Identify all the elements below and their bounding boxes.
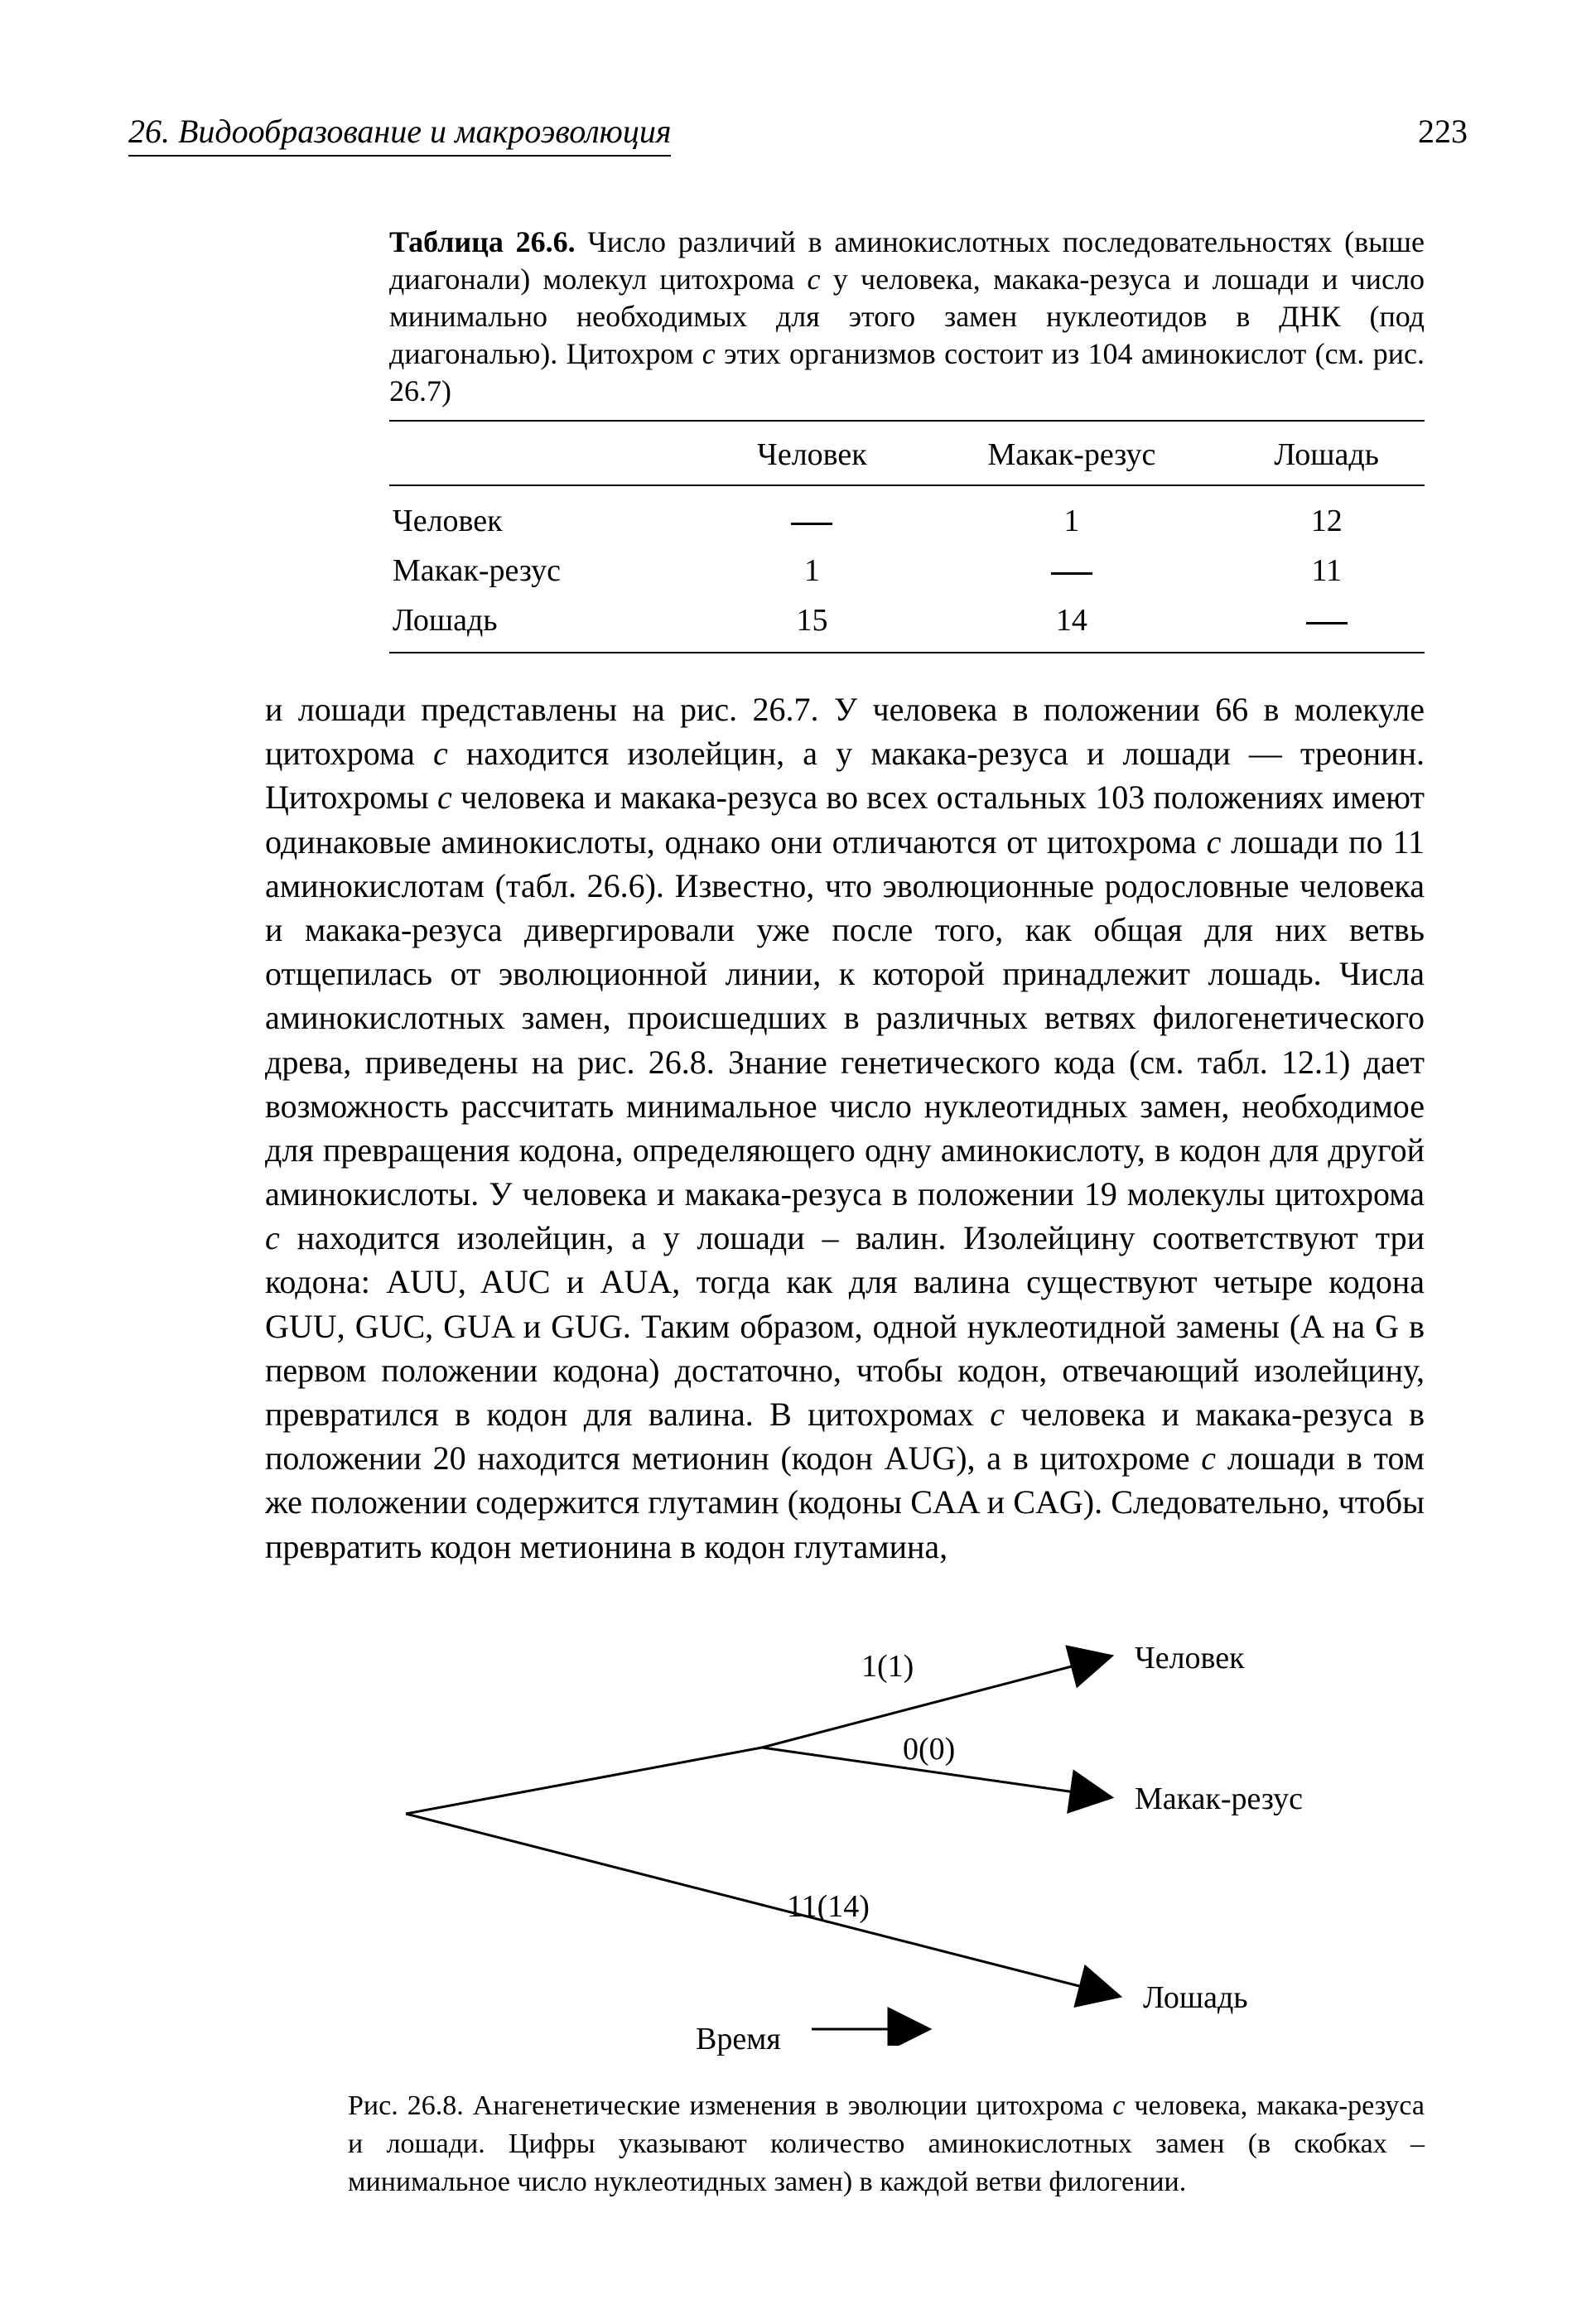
figure-caption: Рис. 26.8. Анагенетические изменения в э… <box>348 2087 1425 2201</box>
table-block: Таблица 26.6. Число различий в аминокисл… <box>389 224 1425 653</box>
col-macaque: Макак-резус <box>914 421 1228 485</box>
dash-icon <box>1306 622 1348 624</box>
cell: 11 <box>1228 546 1425 595</box>
row-horse-label: Лошадь <box>389 595 710 653</box>
figcap-a: Рис. 26.8. Анагенетические изменения в э… <box>348 2090 1112 2121</box>
tip-macaque: Макак-резус <box>1135 1781 1303 1817</box>
col-horse: Лошадь <box>1228 421 1425 485</box>
tip-horse: Лошадь <box>1143 1979 1248 2016</box>
table-caption: Таблица 26.6. Число различий в аминокисл… <box>389 224 1425 410</box>
table-row: Макак-резус 1 11 <box>389 546 1425 595</box>
row-human-label: Человек <box>389 485 710 546</box>
page-number: 223 <box>1418 112 1468 151</box>
cell: 12 <box>1228 485 1425 546</box>
cytochrome-c-1: с <box>807 263 820 296</box>
cell <box>710 485 915 546</box>
body-c6: с <box>1201 1439 1216 1477</box>
dash-icon <box>1051 572 1092 575</box>
body-c3: с <box>1207 823 1222 861</box>
tip-human: Человек <box>1135 1640 1245 1676</box>
table-header-row: Человек Макак-резус Лошадь <box>389 421 1425 485</box>
page: 26. Видообразование и макроэволюция 223 … <box>0 0 1596 2319</box>
body-paragraph: и лошади представлены на рис. 26.7. У че… <box>265 687 1425 1569</box>
table-row: Лошадь 15 14 <box>389 595 1425 653</box>
edge-label-11: 11(14) <box>787 1888 870 1925</box>
running-head-left: 26. Видообразование и макроэволюция <box>128 112 671 151</box>
body-c4: с <box>265 1219 280 1256</box>
body-c1: с <box>433 735 448 772</box>
body-c5: с <box>990 1396 1005 1433</box>
edge-label-0: 0(0) <box>903 1731 955 1767</box>
cell <box>1228 595 1425 653</box>
phylogeny-svg <box>348 1632 1425 2046</box>
cell: 1 <box>914 485 1228 546</box>
col-empty <box>389 421 710 485</box>
table-caption-bold: Таблица 26.6. <box>389 225 576 258</box>
cell: 1 <box>710 546 915 595</box>
figcap-c: с <box>1112 2090 1125 2121</box>
cell <box>914 546 1228 595</box>
col-human: Человек <box>710 421 915 485</box>
cell: 15 <box>710 595 915 653</box>
body-c2: с <box>437 779 452 816</box>
phylogeny-figure: 1(1) 0(0) 11(14) Человек Макак-резус Лош… <box>348 1632 1425 2046</box>
row-macaque-label: Макак-резус <box>389 546 710 595</box>
cell: 14 <box>914 595 1228 653</box>
dash-icon <box>791 523 832 525</box>
time-label: Время <box>696 2021 781 2057</box>
edge-label-1: 1(1) <box>861 1648 914 1685</box>
cytochrome-c-2: с <box>702 337 716 370</box>
species-table: Человек Макак-резус Лошадь Человек 1 12 … <box>389 420 1425 653</box>
table-row: Человек 1 12 <box>389 485 1425 546</box>
chapter-title: 26. Видообразование и макроэволюция <box>128 113 671 157</box>
body-d: лошади по 11 аминокислотам (табл. 26.6).… <box>265 823 1425 1213</box>
